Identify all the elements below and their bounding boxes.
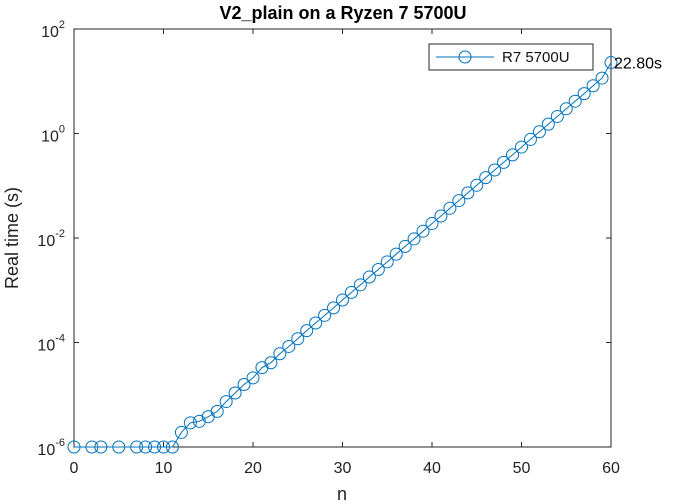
x-tick-label: 50 (513, 460, 531, 477)
y-tick-label: 102 (41, 19, 65, 41)
plot-area (73, 28, 612, 448)
data-point (586, 79, 600, 93)
data-point (192, 414, 206, 428)
data-point (327, 301, 341, 315)
x-tick-label: 60 (602, 460, 620, 477)
y-tick-label: 10-2 (37, 228, 65, 250)
series-layer (67, 56, 618, 454)
x-tick-label: 30 (334, 460, 352, 477)
data-point (174, 425, 188, 439)
y-tick-base: 10 (37, 233, 55, 250)
y-tick-exponent: -2 (55, 228, 65, 240)
data-point (336, 293, 349, 307)
data-point (148, 440, 162, 454)
data-point (237, 378, 251, 392)
data-point (416, 224, 430, 238)
data-point (309, 316, 323, 330)
data-point (344, 285, 358, 299)
x-axis: 0 10 20 30 40 50 60 (70, 29, 620, 477)
data-point (362, 270, 376, 284)
y-tick-base: 10 (37, 442, 55, 459)
data-point (183, 416, 197, 430)
legend-label: R7 5700U (502, 49, 570, 66)
legend-marker-icon (458, 50, 472, 64)
data-point (559, 102, 573, 116)
data-point (273, 347, 287, 361)
data-point (291, 332, 305, 346)
data-point (157, 440, 170, 454)
data-point (515, 140, 528, 154)
data-point (85, 440, 99, 454)
data-point (407, 232, 421, 246)
data-point (210, 404, 224, 418)
data-point (434, 209, 448, 223)
data-point (577, 87, 591, 101)
data-point (604, 56, 618, 70)
data-point (425, 217, 439, 231)
data-point (371, 262, 385, 276)
data-point (130, 440, 144, 454)
data-point (443, 201, 457, 215)
data-point (523, 132, 537, 146)
x-axis-label: n (337, 484, 347, 504)
data-point (300, 324, 314, 338)
data-point (452, 194, 466, 208)
data-point (479, 171, 493, 185)
y-axis-label: Real time (s) (2, 187, 22, 289)
data-point (139, 440, 153, 454)
data-point (264, 356, 278, 370)
x-tick-label: 10 (155, 460, 173, 477)
data-point (550, 109, 564, 123)
data-point (282, 339, 296, 353)
data-point (246, 371, 260, 385)
data-point (353, 278, 367, 292)
y-tick-base: 10 (41, 129, 59, 146)
data-point (318, 308, 332, 322)
y-tick-exponent: 0 (59, 124, 65, 136)
y-tick-label: 100 (41, 124, 65, 146)
data-point (165, 440, 179, 454)
y-tick-label: 10-6 (37, 437, 65, 459)
data-point (461, 186, 475, 200)
data-point (228, 386, 242, 400)
data-point (470, 178, 484, 192)
y-tick-exponent: 2 (59, 19, 65, 31)
data-point (398, 239, 412, 253)
data-point (380, 255, 394, 269)
y-tick-label: 10-4 (37, 333, 65, 355)
y-tick-base: 10 (41, 24, 59, 41)
data-point (67, 440, 81, 454)
x-tick-label: 20 (244, 460, 262, 477)
y-tick-exponent: -6 (55, 437, 65, 449)
legend[interactable]: R7 5700U (428, 43, 594, 71)
chart-title: V2_plain on a Ryzen 7 5700U (219, 3, 466, 23)
data-point (389, 247, 403, 261)
data-point (532, 125, 546, 139)
x-tick-label: 40 (423, 460, 441, 477)
data-point (497, 155, 511, 169)
data-point (568, 94, 582, 108)
data-point (94, 440, 108, 454)
data-point (541, 117, 555, 131)
data-point (506, 148, 520, 162)
data-point (488, 163, 502, 177)
x-tick-label: 0 (70, 460, 79, 477)
data-point (112, 440, 126, 454)
end-value-annotation: 22.80s (614, 56, 662, 73)
data-point (219, 395, 233, 409)
data-point (595, 71, 609, 85)
y-tick-base: 10 (37, 338, 55, 355)
y-tick-exponent: -4 (55, 333, 65, 345)
